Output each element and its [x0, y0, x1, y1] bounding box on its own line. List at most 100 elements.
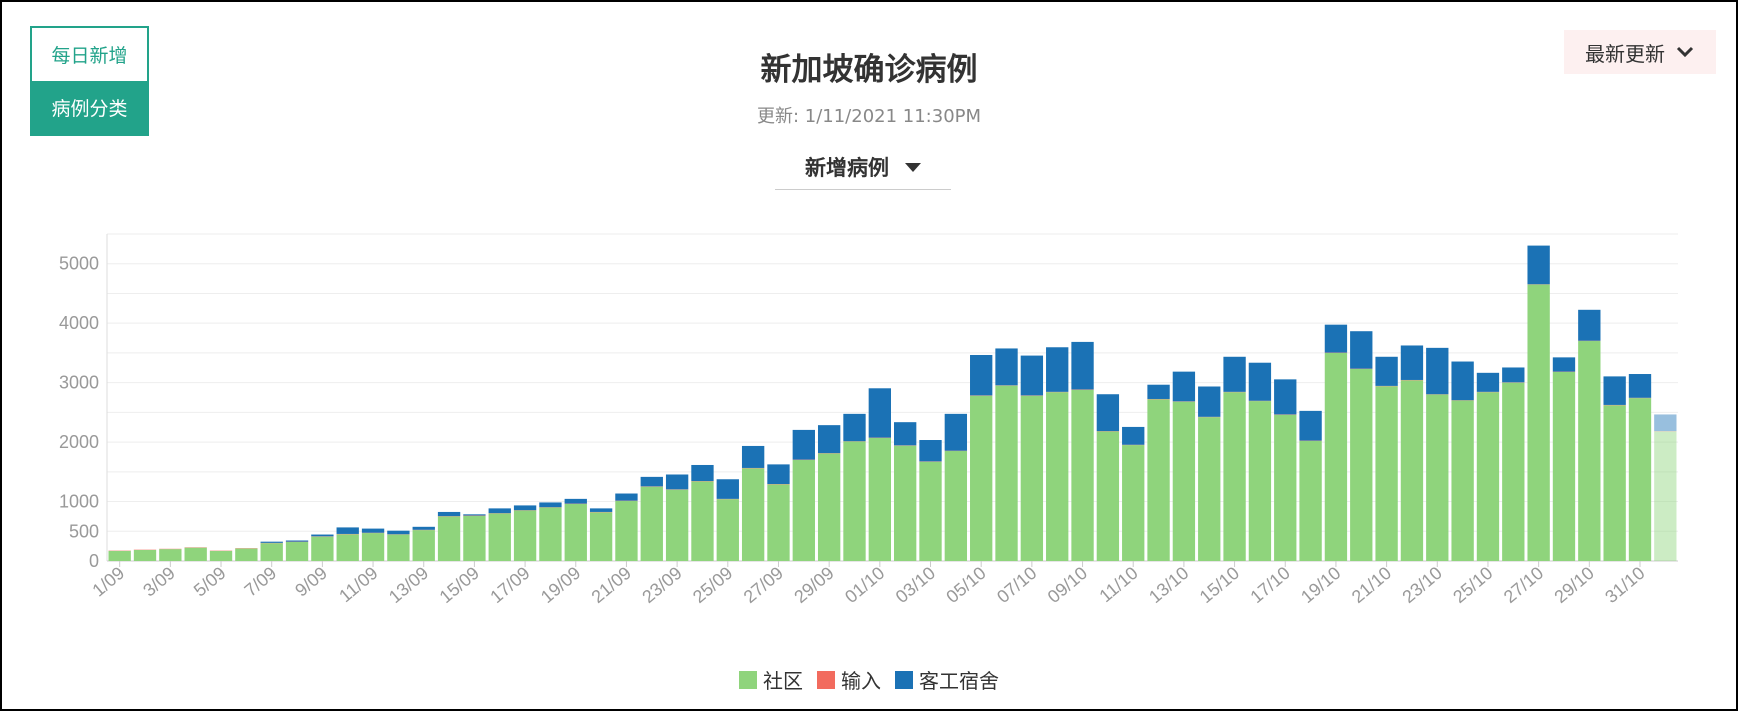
- bar-stack[interactable]: [817, 425, 841, 561]
- bar-segment[interactable]: [792, 459, 815, 561]
- bar-segment[interactable]: [741, 445, 765, 468]
- bar-segment[interactable]: [1552, 371, 1576, 561]
- bar-segment[interactable]: [1654, 431, 1677, 561]
- bar-segment[interactable]: [1400, 380, 1424, 561]
- bar-segment[interactable]: [665, 489, 689, 561]
- bar-stack[interactable]: [260, 541, 283, 561]
- bar-segment[interactable]: [1147, 384, 1170, 399]
- bar-segment[interactable]: [437, 516, 461, 561]
- bar-stack[interactable]: [843, 413, 866, 561]
- bar-stack[interactable]: [589, 508, 613, 561]
- bar-stack[interactable]: [995, 348, 1018, 561]
- bar-segment[interactable]: [640, 476, 663, 487]
- bar-stack[interactable]: [615, 493, 638, 561]
- bar-segment[interactable]: [665, 474, 689, 490]
- bar-segment[interactable]: [260, 541, 283, 543]
- bar-stack[interactable]: [1324, 324, 1348, 561]
- bar-segment[interactable]: [1502, 367, 1525, 383]
- bar-segment[interactable]: [1223, 356, 1246, 392]
- bar-segment[interactable]: [412, 526, 435, 530]
- bar-segment[interactable]: [387, 534, 410, 561]
- bar-segment[interactable]: [159, 549, 182, 561]
- bar-stack[interactable]: [1020, 355, 1044, 561]
- bar-segment[interactable]: [184, 547, 207, 561]
- bar-segment[interactable]: [235, 548, 258, 561]
- bar-stack[interactable]: [767, 464, 790, 561]
- bar-segment[interactable]: [336, 527, 359, 534]
- bar-stack[interactable]: [1122, 426, 1145, 561]
- bar-segment[interactable]: [1071, 389, 1094, 561]
- bar-segment[interactable]: [1071, 341, 1094, 390]
- bar-stack[interactable]: [1248, 362, 1272, 561]
- bar-segment[interactable]: [640, 486, 663, 561]
- bar-segment[interactable]: [1603, 405, 1626, 561]
- bar-stack[interactable]: [488, 508, 511, 561]
- bar-segment[interactable]: [311, 536, 334, 561]
- bar-segment[interactable]: [539, 502, 562, 508]
- bar-segment[interactable]: [1096, 431, 1120, 561]
- bar-stack[interactable]: [1603, 376, 1626, 561]
- legend-item-dormitory[interactable]: 客工宿舍: [895, 665, 999, 694]
- bar-segment[interactable]: [1198, 386, 1221, 417]
- bar-segment[interactable]: [1375, 356, 1398, 386]
- bar-segment[interactable]: [868, 437, 891, 561]
- bar-segment[interactable]: [1147, 399, 1170, 561]
- bar-segment[interactable]: [1451, 361, 1474, 401]
- bar-segment[interactable]: [539, 507, 562, 561]
- bar-segment[interactable]: [944, 451, 968, 561]
- bar-segment[interactable]: [615, 500, 638, 561]
- bar-segment[interactable]: [564, 503, 587, 561]
- bar-segment[interactable]: [1172, 401, 1196, 561]
- bar-segment[interactable]: [1223, 392, 1246, 561]
- bar-segment[interactable]: [843, 441, 866, 561]
- bar-segment[interactable]: [1426, 394, 1449, 561]
- bar-segment[interactable]: [285, 541, 309, 561]
- bar-stack[interactable]: [209, 550, 233, 561]
- bar-stack[interactable]: [463, 514, 486, 561]
- bar-stack[interactable]: [1299, 410, 1322, 561]
- bar-segment[interactable]: [1628, 374, 1652, 398]
- bar-segment[interactable]: [1198, 417, 1221, 561]
- bar-segment[interactable]: [1603, 376, 1626, 405]
- bar-segment[interactable]: [1628, 398, 1652, 561]
- bar-stack[interactable]: [311, 534, 334, 561]
- bar-segment[interactable]: [615, 493, 638, 501]
- bar-stack[interactable]: [1426, 347, 1449, 561]
- bar-segment[interactable]: [691, 464, 714, 482]
- bar-segment[interactable]: [589, 508, 613, 512]
- bar-segment[interactable]: [1299, 410, 1322, 441]
- metric-dropdown[interactable]: 新增病例: [775, 145, 951, 190]
- bar-stack[interactable]: [235, 548, 258, 561]
- bar-stack[interactable]: [1071, 341, 1094, 561]
- legend-item-imported[interactable]: 输入: [817, 665, 881, 694]
- bar-segment[interactable]: [767, 464, 790, 485]
- bar-segment[interactable]: [589, 512, 613, 561]
- bar-segment[interactable]: [463, 514, 486, 516]
- bar-stack[interactable]: [792, 429, 815, 561]
- bar-stack[interactable]: [564, 498, 587, 561]
- bar-stack[interactable]: [741, 445, 765, 561]
- bar-stack[interactable]: [1096, 394, 1120, 561]
- bar-segment[interactable]: [1046, 392, 1069, 561]
- bar-segment[interactable]: [1578, 309, 1601, 341]
- bar-stack[interactable]: [691, 464, 714, 561]
- bar-stack[interactable]: [412, 526, 435, 561]
- bar-segment[interactable]: [1248, 401, 1272, 561]
- bar-stack[interactable]: [513, 505, 537, 561]
- bar-segment[interactable]: [995, 348, 1018, 386]
- bar-segment[interactable]: [792, 429, 815, 460]
- bar-segment[interactable]: [1248, 362, 1272, 401]
- bar-segment[interactable]: [995, 385, 1018, 561]
- bar-segment[interactable]: [285, 540, 309, 542]
- bar-segment[interactable]: [1527, 284, 1550, 561]
- bar-segment[interactable]: [1426, 347, 1449, 395]
- bar-segment[interactable]: [463, 515, 486, 561]
- bar-segment[interactable]: [1020, 355, 1044, 396]
- bar-stack[interactable]: [1198, 386, 1221, 561]
- bar-segment[interactable]: [1451, 400, 1474, 561]
- bar-segment[interactable]: [1172, 371, 1196, 402]
- bar-segment[interactable]: [260, 543, 283, 561]
- bar-segment[interactable]: [1350, 331, 1373, 369]
- bar-segment[interactable]: [868, 388, 891, 438]
- bar-stack[interactable]: [539, 502, 562, 561]
